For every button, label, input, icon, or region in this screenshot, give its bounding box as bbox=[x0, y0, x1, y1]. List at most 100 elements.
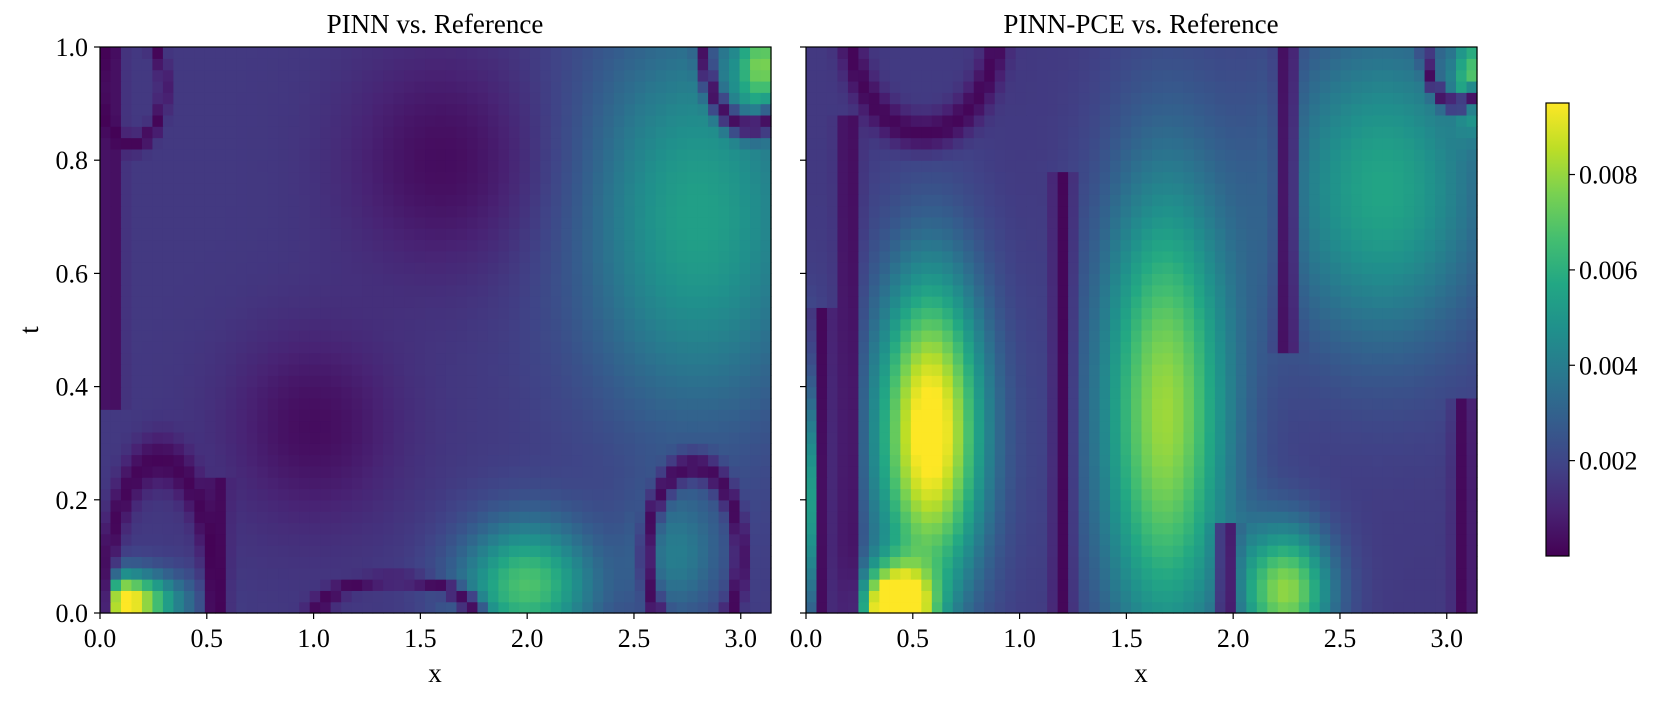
heatmap-cell bbox=[1277, 307, 1289, 320]
heatmap-cell bbox=[435, 375, 447, 388]
heatmap-cell bbox=[571, 579, 583, 591]
heatmap-cell bbox=[1141, 443, 1153, 456]
heatmap-cell bbox=[603, 69, 615, 82]
heatmap-cell bbox=[708, 194, 720, 207]
heatmap-cell bbox=[173, 579, 185, 591]
heatmap-cell bbox=[299, 511, 311, 524]
heatmap-cell bbox=[362, 341, 374, 354]
heatmap-cell bbox=[634, 375, 646, 388]
heatmap-cell bbox=[445, 341, 458, 354]
heatmap-cell bbox=[582, 92, 594, 105]
heatmap-cell bbox=[351, 511, 363, 524]
heatmap-cell bbox=[173, 465, 185, 478]
heatmap-cell bbox=[1267, 511, 1279, 524]
heatmap-cell bbox=[760, 284, 772, 297]
heatmap-cell bbox=[131, 341, 143, 354]
heatmap-cell bbox=[341, 250, 353, 263]
heatmap-cell bbox=[739, 522, 751, 535]
heatmap-cell bbox=[1110, 511, 1122, 524]
heatmap-cell bbox=[739, 318, 751, 331]
heatmap-cell bbox=[910, 330, 922, 342]
heatmap-cell bbox=[435, 443, 447, 456]
heatmap-cell bbox=[372, 409, 384, 422]
heatmap-cell bbox=[246, 420, 258, 433]
heatmap-cell bbox=[550, 296, 562, 308]
heatmap-cell bbox=[1393, 307, 1405, 320]
heatmap-cell bbox=[540, 477, 552, 490]
heatmap-cell bbox=[498, 205, 510, 218]
heatmap-cell bbox=[1235, 477, 1247, 490]
heatmap-cell bbox=[1026, 522, 1038, 535]
heatmap-cell bbox=[425, 194, 437, 207]
heatmap-cell bbox=[236, 194, 248, 207]
heatmap-cell bbox=[931, 352, 943, 365]
heatmap-cell bbox=[963, 318, 975, 331]
heatmap-cell bbox=[1120, 579, 1132, 591]
heatmap-cell bbox=[162, 363, 174, 376]
heatmap-cell bbox=[246, 182, 258, 195]
heatmap-cell bbox=[267, 465, 279, 478]
heatmap-cell bbox=[173, 477, 185, 490]
heatmap-cell bbox=[1235, 590, 1247, 603]
heatmap-cell bbox=[372, 228, 384, 241]
heatmap-cell bbox=[414, 171, 426, 184]
heatmap-cell bbox=[571, 386, 583, 399]
heatmap-cell bbox=[889, 465, 901, 478]
heatmap-cell bbox=[1466, 330, 1478, 342]
heatmap-cell bbox=[204, 194, 216, 207]
heatmap-cell bbox=[1110, 375, 1122, 388]
heatmap-cell bbox=[404, 114, 416, 127]
heatmap-cell bbox=[729, 545, 741, 557]
heatmap-cell bbox=[676, 228, 688, 241]
heatmap-cell bbox=[994, 431, 1006, 444]
heatmap-cell bbox=[826, 307, 839, 320]
heatmap-cell bbox=[1172, 590, 1185, 603]
heatmap-cell bbox=[100, 386, 112, 399]
heatmap-cell bbox=[152, 296, 164, 308]
heatmap-cell bbox=[624, 420, 636, 433]
heatmap-cell bbox=[498, 511, 510, 524]
heatmap-cell bbox=[1078, 522, 1090, 535]
heatmap-cell bbox=[267, 47, 279, 59]
heatmap-cell bbox=[110, 454, 122, 467]
heatmap-cell bbox=[1110, 590, 1122, 603]
heatmap-cell bbox=[445, 431, 458, 444]
heatmap-cell bbox=[1214, 307, 1226, 320]
heatmap-cell bbox=[624, 511, 636, 524]
heatmap-cell bbox=[697, 545, 709, 557]
heatmap-cell bbox=[1151, 567, 1164, 580]
heatmap-cell bbox=[921, 545, 933, 557]
heatmap-cell bbox=[320, 47, 332, 59]
heatmap-cell bbox=[994, 545, 1006, 557]
heatmap-cell bbox=[477, 171, 489, 184]
heatmap-cell bbox=[508, 533, 520, 546]
heatmap-cell bbox=[729, 239, 741, 252]
heatmap-cell bbox=[582, 47, 594, 59]
heatmap-cell bbox=[1456, 397, 1468, 410]
heatmap-cell bbox=[1351, 352, 1363, 365]
heatmap-cell bbox=[826, 488, 839, 501]
heatmap-cell bbox=[1372, 409, 1384, 422]
heatmap-cell bbox=[613, 352, 625, 365]
heatmap-cell bbox=[141, 522, 154, 535]
heatmap-cell bbox=[529, 567, 541, 580]
heatmap-cell bbox=[708, 58, 720, 71]
heatmap-cell bbox=[868, 545, 880, 557]
heatmap-cell bbox=[1403, 488, 1415, 501]
heatmap-cell bbox=[131, 590, 143, 603]
heatmap-cell bbox=[100, 443, 112, 456]
heatmap-cell bbox=[1403, 465, 1415, 478]
heatmap-cell bbox=[1267, 477, 1279, 490]
heatmap-cell bbox=[582, 465, 594, 478]
heatmap-cell bbox=[383, 262, 395, 274]
heatmap-cell bbox=[404, 126, 416, 139]
heatmap-cell bbox=[466, 375, 479, 388]
heatmap-cell bbox=[246, 205, 258, 218]
x-axis-ticks: 0.0 0.5 1.0 1.5 2.0 2.5 3.0 bbox=[84, 613, 757, 653]
heatmap-cell bbox=[1005, 545, 1017, 557]
heatmap-cell bbox=[676, 318, 688, 331]
heatmap-cell bbox=[110, 477, 122, 490]
heatmap-cell bbox=[952, 341, 964, 354]
heatmap-cell bbox=[739, 126, 751, 139]
heatmap-cell bbox=[257, 182, 269, 195]
